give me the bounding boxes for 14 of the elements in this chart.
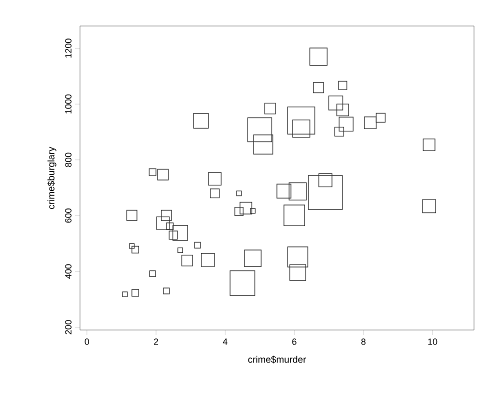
- x-tick-label: 6: [292, 338, 296, 345]
- x-tick-label: 0: [84, 338, 90, 345]
- y-tick-label: 800: [65, 152, 72, 167]
- y-axis-title: crime$burglary: [47, 146, 56, 209]
- y-tick-label: 200: [65, 320, 72, 334]
- y-tick-label: 400: [65, 264, 72, 279]
- x-tick-label: 4: [222, 338, 228, 345]
- y-tick-label: 1000: [65, 94, 72, 114]
- x-tick-label: 2: [154, 338, 158, 345]
- x-tick-label: 8: [361, 338, 366, 345]
- x-tick-label: 10: [428, 338, 438, 345]
- x-axis-title: crime$murder: [248, 356, 306, 364]
- y-tick-label: 1200: [65, 38, 72, 58]
- y-tick-label: 600: [65, 208, 72, 223]
